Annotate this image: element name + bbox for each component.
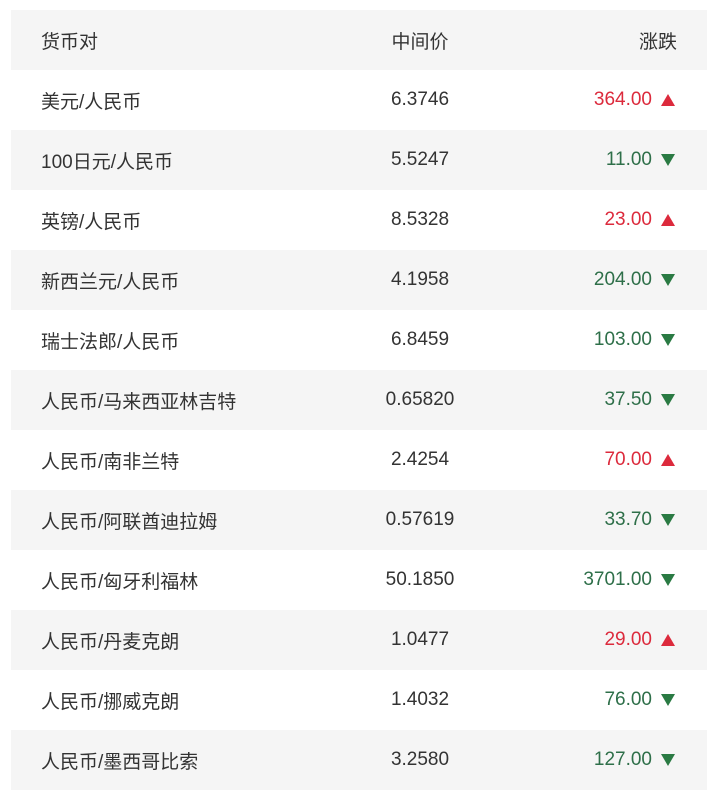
currency-pair: 美元/人民币	[41, 91, 142, 113]
header-change: 涨跌	[638, 31, 677, 53]
change-cell: 37.50	[499, 389, 707, 411]
table-row: 人民币/南非兰特 2.4254 70.00	[11, 430, 707, 490]
mid-price: 2.4254	[390, 449, 450, 470]
currency-pair: 瑞士法郎/人民币	[41, 331, 180, 353]
currency-pair: 人民币/丹麦克朗	[41, 631, 180, 653]
header-pair: 货币对	[41, 31, 99, 53]
change-value: 37.50	[604, 389, 652, 410]
triangle-down-icon	[661, 334, 675, 346]
table-row: 人民币/匈牙利福林 50.1850 3701.00	[11, 550, 707, 610]
change-cell: 3701.00	[499, 569, 707, 591]
mid-price: 0.65820	[385, 389, 455, 410]
mid-price: 6.3746	[390, 89, 450, 110]
currency-pair: 新西兰元/人民币	[41, 271, 180, 293]
table-row: 人民币/挪威克朗 1.4032 76.00	[11, 670, 707, 730]
table-row: 新西兰元/人民币 4.1958 204.00	[11, 250, 707, 310]
triangle-down-icon	[661, 574, 675, 586]
header-mid: 中间价	[391, 31, 449, 53]
mid-price: 1.0477	[390, 629, 450, 650]
mid-price: 6.8459	[390, 329, 450, 350]
change-value: 70.00	[604, 449, 652, 470]
table-row: 人民币/阿联酋迪拉姆 0.57619 33.70	[11, 490, 707, 550]
change-value: 3701.00	[583, 569, 652, 590]
currency-pair: 人民币/匈牙利福林	[41, 571, 199, 593]
table-row: 人民币/墨西哥比索 3.2580 127.00	[11, 730, 707, 790]
change-cell: 29.00	[499, 629, 707, 651]
currency-pair: 100日元/人民币	[41, 151, 173, 173]
table-row: 美元/人民币 6.3746 364.00	[11, 70, 707, 130]
change-cell: 33.70	[499, 509, 707, 531]
triangle-down-icon	[661, 274, 675, 286]
triangle-down-icon	[661, 394, 675, 406]
table-row: 人民币/丹麦克朗 1.0477 29.00	[11, 610, 707, 670]
mid-price: 8.5328	[390, 209, 450, 230]
currency-pair: 人民币/挪威克朗	[41, 691, 180, 713]
change-cell: 11.00	[499, 149, 707, 171]
change-value: 23.00	[604, 209, 652, 230]
change-value: 127.00	[593, 749, 652, 770]
change-cell: 23.00	[499, 209, 707, 231]
triangle-down-icon	[661, 154, 675, 166]
change-cell: 70.00	[499, 449, 707, 471]
triangle-up-icon	[661, 634, 675, 646]
currency-pair: 人民币/马来西亚林吉特	[41, 391, 237, 413]
change-cell: 204.00	[499, 269, 707, 291]
change-value: 33.70	[604, 509, 652, 530]
change-value: 76.00	[604, 689, 652, 710]
triangle-down-icon	[661, 754, 675, 766]
change-cell: 103.00	[499, 329, 707, 351]
change-cell: 364.00	[499, 89, 707, 111]
currency-pair: 人民币/阿联酋迪拉姆	[41, 511, 218, 533]
change-value: 29.00	[604, 629, 652, 650]
change-value: 364.00	[593, 89, 652, 110]
triangle-up-icon	[661, 214, 675, 226]
mid-price: 50.1850	[385, 569, 455, 590]
table-row: 100日元/人民币 5.5247 11.00	[11, 130, 707, 190]
change-value: 204.00	[593, 269, 652, 290]
mid-price: 5.5247	[390, 149, 450, 170]
table-row: 人民币/马来西亚林吉特 0.65820 37.50	[11, 370, 707, 430]
currency-pair: 人民币/墨西哥比索	[41, 751, 199, 773]
table-row: 英镑/人民币 8.5328 23.00	[11, 190, 707, 250]
exchange-rate-table: 货币对 中间价 涨跌 美元/人民币 6.3746 364.00 100日元/人民币 5.…	[11, 10, 707, 790]
change-cell: 76.00	[499, 689, 707, 711]
triangle-down-icon	[661, 514, 675, 526]
triangle-up-icon	[661, 454, 675, 466]
triangle-up-icon	[661, 94, 675, 106]
change-value: 103.00	[593, 329, 652, 350]
mid-price: 4.1958	[390, 269, 450, 290]
mid-price: 0.57619	[385, 509, 455, 530]
triangle-down-icon	[661, 694, 675, 706]
change-cell: 127.00	[499, 749, 707, 771]
currency-pair: 人民币/南非兰特	[41, 451, 180, 473]
change-value: 11.00	[605, 149, 652, 170]
currency-pair: 英镑/人民币	[41, 211, 142, 233]
mid-price: 3.2580	[390, 749, 450, 770]
table-row: 瑞士法郎/人民币 6.8459 103.00	[11, 310, 707, 370]
table-header: 货币对 中间价 涨跌	[11, 10, 707, 70]
mid-price: 1.4032	[390, 689, 450, 710]
